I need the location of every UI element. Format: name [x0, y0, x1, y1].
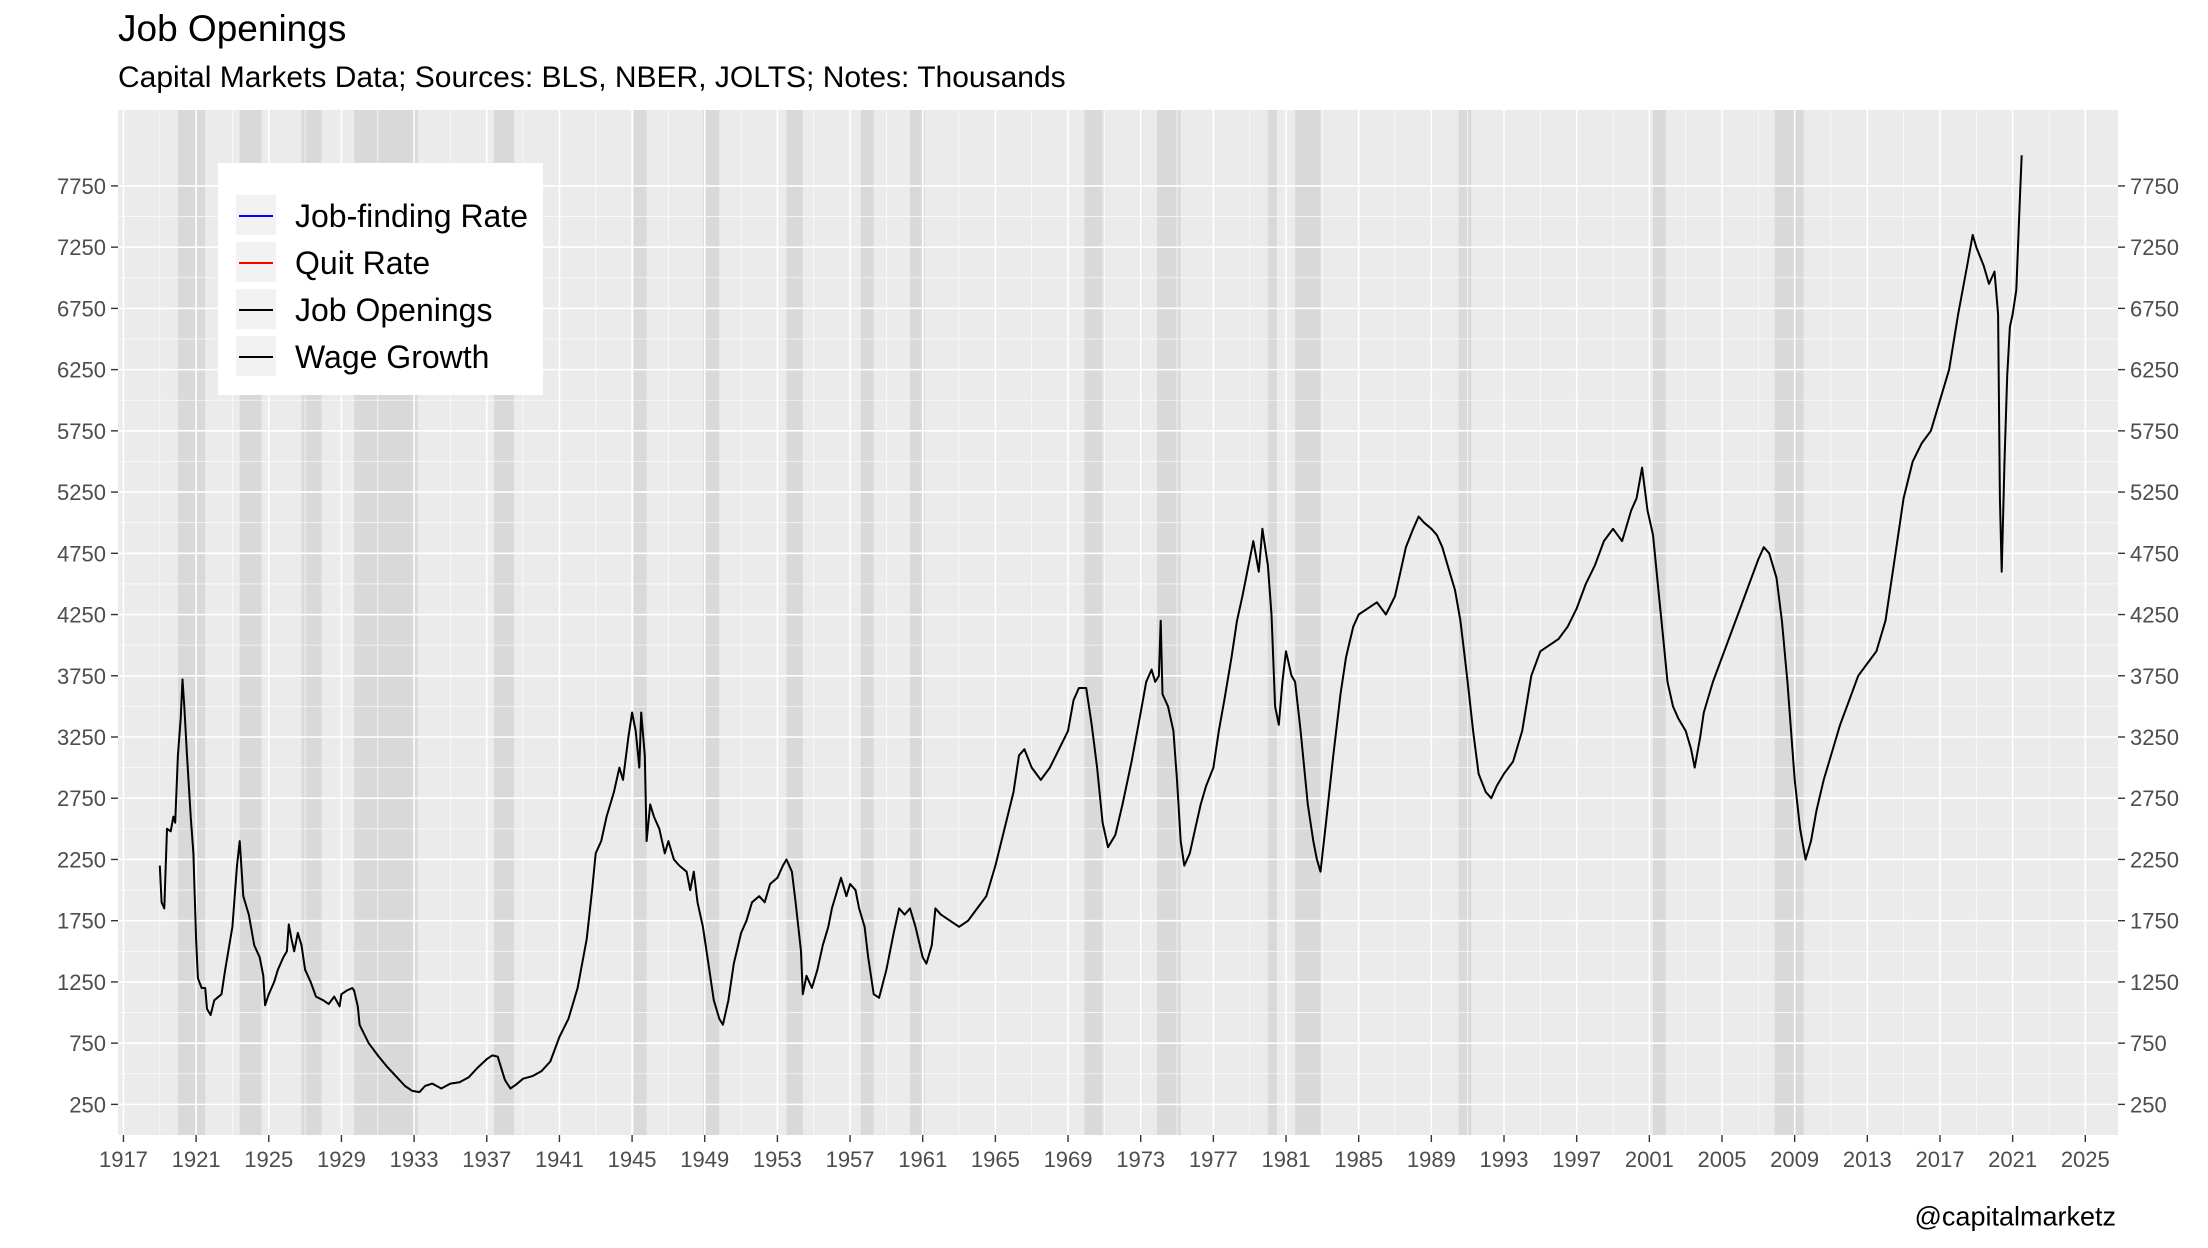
y-tick-label-left: 7250 [57, 235, 106, 260]
recession-band [633, 110, 647, 1135]
y-tick-label-left: 6250 [57, 358, 106, 383]
x-tick-label: 1953 [753, 1147, 802, 1172]
y-tick-label-right: 3250 [2130, 725, 2179, 750]
x-tick-label: 1917 [99, 1147, 148, 1172]
y-tick-label-left: 1750 [57, 909, 106, 934]
series-line-job-openings [158, 155, 2023, 1094]
x-tick-label: 2013 [1843, 1147, 1892, 1172]
y-tick-label-left: 3250 [57, 725, 106, 750]
x-tick-label: 2025 [2061, 1147, 2110, 1172]
axes: 250 250 750 750 1250 1250 1750 1750 2250 2250 2750… [57, 174, 2179, 1172]
y-tick-label-left: 5250 [57, 480, 106, 505]
y-tick-label-right: 250 [2130, 1092, 2167, 1117]
y-tick-label-right: 3750 [2130, 664, 2179, 689]
y-tick-label-left: 1250 [57, 970, 106, 995]
x-tick-label: 1937 [462, 1147, 511, 1172]
x-tick-label: 1941 [535, 1147, 584, 1172]
x-tick-label: 1921 [172, 1147, 221, 1172]
recession-band [1295, 110, 1321, 1135]
x-tick-label: 1997 [1552, 1147, 1601, 1172]
x-tick-label: 2009 [1770, 1147, 1819, 1172]
x-tick-label: 1945 [608, 1147, 657, 1172]
y-tick-label-left: 5750 [57, 419, 106, 444]
x-tick-label: 2021 [1988, 1147, 2037, 1172]
x-tick-label: 1965 [971, 1147, 1020, 1172]
recession-band [786, 110, 803, 1135]
y-tick-label-right: 750 [2130, 1031, 2167, 1056]
recession-band [1774, 110, 1804, 1135]
y-tick-label-left: 7750 [57, 174, 106, 199]
x-tick-label: 2005 [1698, 1147, 1747, 1172]
y-tick-label-left: 4750 [57, 541, 106, 566]
y-tick-label-right: 4750 [2130, 541, 2179, 566]
x-tick-label: 1981 [1262, 1147, 1311, 1172]
y-tick-label-left: 250 [69, 1092, 106, 1117]
y-tick-label-left: 3750 [57, 664, 106, 689]
x-tick-label: 1949 [680, 1147, 729, 1172]
legend: Job-finding Rate Quit Rate Job Openings Wag… [218, 163, 543, 395]
y-tick-label-right: 7750 [2130, 174, 2179, 199]
y-tick-label-right: 4250 [2130, 603, 2179, 628]
legend-label: Job-finding Rate [295, 198, 528, 234]
x-tick-label: 1977 [1189, 1147, 1238, 1172]
x-tick-label: 1993 [1480, 1147, 1529, 1172]
recession-band [860, 110, 874, 1135]
chart-subtitle: Capital Markets Data; Sources: BLS, NBER… [118, 61, 1066, 94]
legend-label: Quit Rate [295, 245, 430, 281]
recession-band [1084, 110, 1103, 1135]
y-tick-label-right: 2750 [2130, 786, 2179, 811]
recession-band [1157, 110, 1181, 1135]
x-tick-label: 1925 [244, 1147, 293, 1172]
recession-band [1652, 110, 1666, 1135]
y-tick-label-left: 2250 [57, 847, 106, 872]
caption: @capitalmarketz [1914, 1201, 2116, 1232]
recession-band [1458, 110, 1472, 1135]
y-tick-label-left: 750 [69, 1031, 106, 1056]
y-tick-label-left: 6750 [57, 296, 106, 321]
legend-label: Job Openings [295, 292, 492, 328]
x-tick-label: 2017 [1916, 1147, 1965, 1172]
y-tick-label-right: 7250 [2130, 235, 2179, 260]
x-tick-label: 1961 [898, 1147, 947, 1172]
chart-title: Job Openings [118, 8, 347, 49]
series-lines [158, 155, 2023, 1094]
recession-band [702, 110, 720, 1135]
x-tick-label: 1973 [1116, 1147, 1165, 1172]
y-tick-label-right: 5750 [2130, 419, 2179, 444]
y-tick-label-left: 2750 [57, 786, 106, 811]
y-tick-label-right: 1250 [2130, 970, 2179, 995]
x-tick-label: 1929 [317, 1147, 366, 1172]
y-tick-label-left: 4250 [57, 603, 106, 628]
x-tick-label: 1969 [1044, 1147, 1093, 1172]
y-tick-label-right: 1750 [2130, 909, 2179, 934]
x-tick-label: 1933 [390, 1147, 439, 1172]
y-tick-label-right: 5250 [2130, 480, 2179, 505]
y-tick-label-right: 6250 [2130, 358, 2179, 383]
recession-band [177, 110, 206, 1135]
y-tick-label-right: 2250 [2130, 847, 2179, 872]
x-tick-label: 1957 [826, 1147, 875, 1172]
y-tick-label-right: 6750 [2130, 296, 2179, 321]
legend-label: Wage Growth [295, 339, 489, 375]
x-tick-label: 1989 [1407, 1147, 1456, 1172]
x-tick-label: 2001 [1625, 1147, 1674, 1172]
x-tick-label: 1985 [1334, 1147, 1383, 1172]
recession-band [910, 110, 925, 1135]
